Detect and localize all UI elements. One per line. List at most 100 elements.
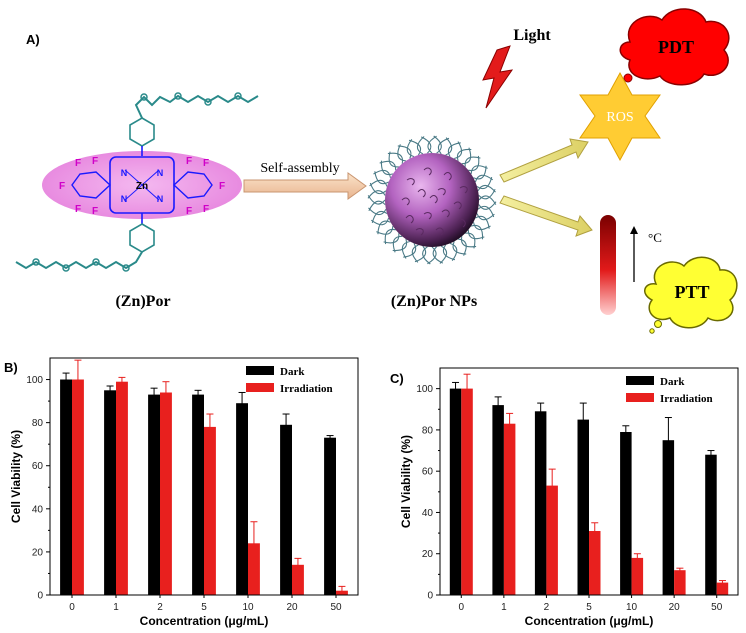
surface-curl — [423, 212, 432, 220]
y-tick-label: 0 — [37, 591, 43, 602]
peg-strand — [433, 135, 442, 154]
pdt-cloud: PDT — [617, 8, 730, 89]
light-bolt-icon — [482, 45, 514, 109]
y-tick-label: 20 — [422, 549, 434, 560]
peg-strand — [387, 152, 404, 164]
nitrogen-atom-2: N — [157, 168, 164, 178]
y-axis-title: Cell Viability (%) — [9, 430, 23, 523]
nanoparticle: (Zn)Por NPs — [367, 135, 497, 310]
x-tick-label: 2 — [544, 602, 550, 613]
peg-strand — [454, 141, 463, 160]
peg-strand — [380, 160, 394, 176]
bar-dark — [324, 437, 336, 595]
surface-curl — [459, 186, 468, 194]
ptt-label: PTT — [674, 282, 709, 302]
surface-curl — [405, 215, 414, 224]
peg-strand — [447, 142, 461, 157]
ptt-cloud: PTT — [644, 256, 738, 334]
peg-strand — [397, 144, 406, 162]
lower-phenyl-ring — [129, 223, 155, 253]
peg-strand — [408, 139, 422, 156]
peg-strand — [377, 220, 391, 235]
bar-dark — [60, 379, 72, 595]
x-tick-label: 20 — [286, 602, 298, 613]
y-tick-label: 100 — [416, 384, 433, 395]
peg-strand — [367, 190, 386, 199]
peg-strand — [392, 238, 408, 252]
peg-strand — [427, 246, 437, 265]
legend-label: Dark — [660, 376, 685, 388]
peg-strand — [476, 176, 493, 190]
peg-strand — [475, 215, 490, 229]
x-axis-title: Concentration (μg/mL) — [140, 614, 269, 628]
plot-frame — [439, 367, 739, 596]
peg-strand — [368, 200, 386, 212]
surface-curl — [453, 201, 462, 210]
peg-strand — [420, 136, 432, 154]
x-tick-label: 0 — [459, 602, 465, 613]
peg-strand — [458, 238, 467, 256]
surface-curl — [429, 195, 438, 204]
nitrogen-atom-1: N — [121, 168, 128, 178]
ros-star: ROS — [579, 71, 661, 162]
peg-strand — [439, 245, 448, 264]
x-tick-label: 10 — [626, 602, 638, 613]
zinc-atom: Zn — [136, 181, 148, 192]
x-tick-label: 50 — [330, 602, 342, 613]
surface-curl — [443, 172, 452, 181]
upper-phenyl-ring — [129, 117, 155, 147]
lower-peg-chain — [15, 251, 143, 270]
peg-strand — [383, 233, 400, 244]
pdt-label: PDT — [658, 37, 694, 57]
x-tick-label: 2 — [157, 602, 163, 613]
x-tick-label: 5 — [586, 602, 592, 613]
bar-dark — [236, 403, 248, 595]
fluorine-atom: F — [219, 181, 225, 192]
peg-strand — [476, 213, 495, 221]
chart-panel-c: C) 0 20 40 60 80 100 0 1 2 5 10 20 50 Concentration (μ… — [390, 367, 739, 628]
peg-strand — [384, 228, 396, 245]
x-axis-title: Concentration (μg/mL) — [525, 614, 654, 628]
nanoparticle-sphere — [385, 153, 479, 247]
peg-strand — [411, 244, 419, 263]
peg-strand — [416, 136, 425, 155]
chart-panel-b: B) 0 20 40 60 80 100 0 1 2 5 10 20 50 Concentration (μ… — [4, 357, 359, 628]
peg-strand — [478, 195, 497, 205]
bar-irradiation — [503, 423, 516, 595]
bar-irradiation — [546, 485, 558, 595]
panel-label: B) — [4, 360, 18, 375]
peg-strand — [406, 138, 415, 158]
peg-strand — [461, 147, 472, 165]
legend-swatch — [626, 393, 654, 402]
peg-strand — [452, 241, 467, 255]
bar-dark — [449, 388, 462, 595]
peg-strand — [474, 174, 494, 183]
peg-strand — [478, 201, 497, 210]
legend-swatch — [246, 383, 274, 392]
fluorine-atom: F — [186, 156, 192, 167]
peg-strand — [472, 222, 491, 231]
bar-dark — [492, 405, 504, 595]
peg-strand — [445, 137, 453, 156]
nitrogen-atom-4: N — [157, 194, 164, 204]
surface-curl — [423, 167, 432, 176]
plot-frame — [49, 357, 359, 596]
bar-dark — [705, 454, 717, 595]
bar-dark — [662, 440, 675, 595]
surface-curl — [441, 209, 450, 218]
peg-strand — [470, 165, 488, 174]
peg-strand — [477, 184, 496, 193]
peg-strand — [468, 155, 480, 172]
bar-irradiation — [72, 379, 84, 595]
y-tick-label: 40 — [32, 504, 44, 515]
peg-strand — [373, 169, 392, 178]
heat-tube: °C — [600, 215, 662, 315]
bar-dark — [620, 432, 632, 595]
bar-irradiation — [248, 543, 260, 595]
y-axis-title: Cell Viability (%) — [399, 435, 413, 528]
peg-strand — [442, 244, 456, 261]
scheme-panel: A) Zn N N N N F F F — [15, 8, 738, 334]
peg-strand — [465, 232, 476, 249]
y-tick-label: 60 — [32, 461, 44, 472]
self-assembly-arrow: Self-assembly — [243, 161, 367, 200]
